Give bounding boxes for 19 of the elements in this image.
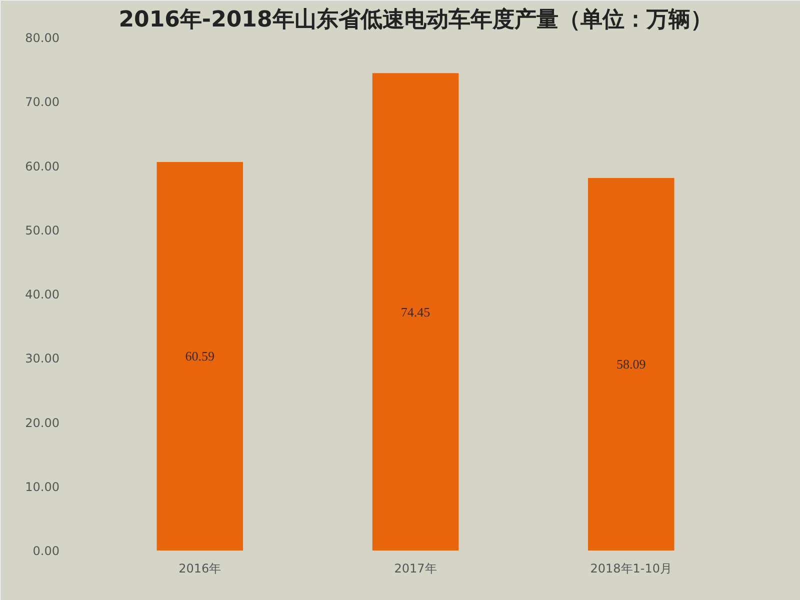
- x-tick-label: 2016年: [178, 562, 222, 576]
- y-tick-label: 80.00: [25, 31, 60, 45]
- y-tick-label: 20.00: [25, 416, 60, 430]
- data-label: 74.45: [400, 304, 430, 320]
- y-tick-label: 70.00: [25, 95, 60, 110]
- bar: [588, 178, 674, 550]
- bar: [372, 73, 459, 550]
- y-tick-label: 60.00: [25, 159, 60, 174]
- x-tick-label: 2017年: [394, 562, 437, 576]
- data-label: 60.59: [185, 348, 214, 364]
- x-tick-label: 2018年1-10月: [590, 562, 672, 576]
- y-tick-label: 10.00: [25, 480, 60, 494]
- data-label: 58.09: [616, 356, 646, 372]
- bar: [156, 162, 243, 550]
- y-tick-label: 0.00: [32, 544, 60, 558]
- y-tick-label: 30.00: [25, 352, 60, 366]
- chart-title: 2016年-2018年山东省低速电动车年度产量（单位：万辆）: [118, 6, 712, 32]
- y-tick-label: 50.00: [25, 223, 60, 238]
- y-tick-label: 40.00: [25, 288, 60, 302]
